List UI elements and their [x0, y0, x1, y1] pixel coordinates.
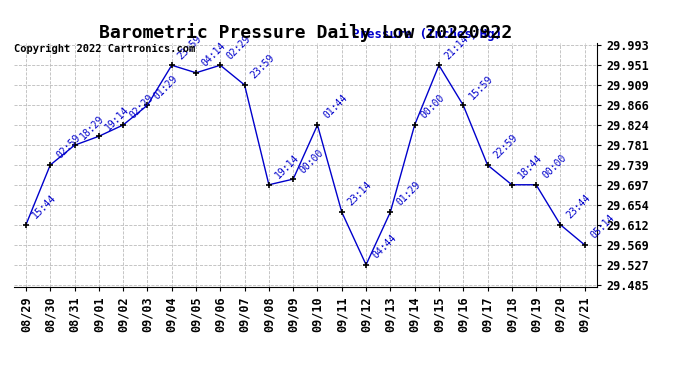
Text: 00:00: 00:00	[419, 93, 446, 121]
Text: 02:29: 02:29	[127, 93, 155, 121]
Text: 15:44: 15:44	[30, 193, 58, 220]
Text: 01:29: 01:29	[395, 180, 422, 208]
Text: 19:14: 19:14	[103, 104, 131, 132]
Text: 18:44: 18:44	[516, 153, 544, 181]
Text: 01:29: 01:29	[152, 73, 179, 101]
Text: 00:00: 00:00	[540, 153, 568, 181]
Text: 02:59: 02:59	[55, 133, 82, 161]
Text: 19:14: 19:14	[273, 153, 301, 181]
Text: 05:14: 05:14	[589, 213, 617, 241]
Title: Barometric Pressure Daily Low 20220922: Barometric Pressure Daily Low 20220922	[99, 22, 512, 42]
Text: 04:14: 04:14	[200, 41, 228, 69]
Text: 04:44: 04:44	[371, 233, 398, 261]
Text: 23:59: 23:59	[249, 53, 277, 81]
Text: 21:14: 21:14	[443, 33, 471, 61]
Text: Pressure (Inches/Hg): Pressure (Inches/Hg)	[352, 28, 502, 41]
Text: 00:00: 00:00	[297, 147, 325, 175]
Text: 01:44: 01:44	[322, 93, 349, 121]
Text: 18:29: 18:29	[79, 113, 106, 141]
Text: 23:59: 23:59	[176, 33, 204, 61]
Text: 23:14: 23:14	[346, 180, 374, 208]
Text: Copyright 2022 Cartronics.com: Copyright 2022 Cartronics.com	[14, 44, 196, 54]
Text: 22:59: 22:59	[492, 133, 520, 161]
Text: 02:29: 02:29	[224, 33, 253, 61]
Text: 15:59: 15:59	[467, 73, 495, 101]
Text: 23:44: 23:44	[564, 193, 593, 220]
